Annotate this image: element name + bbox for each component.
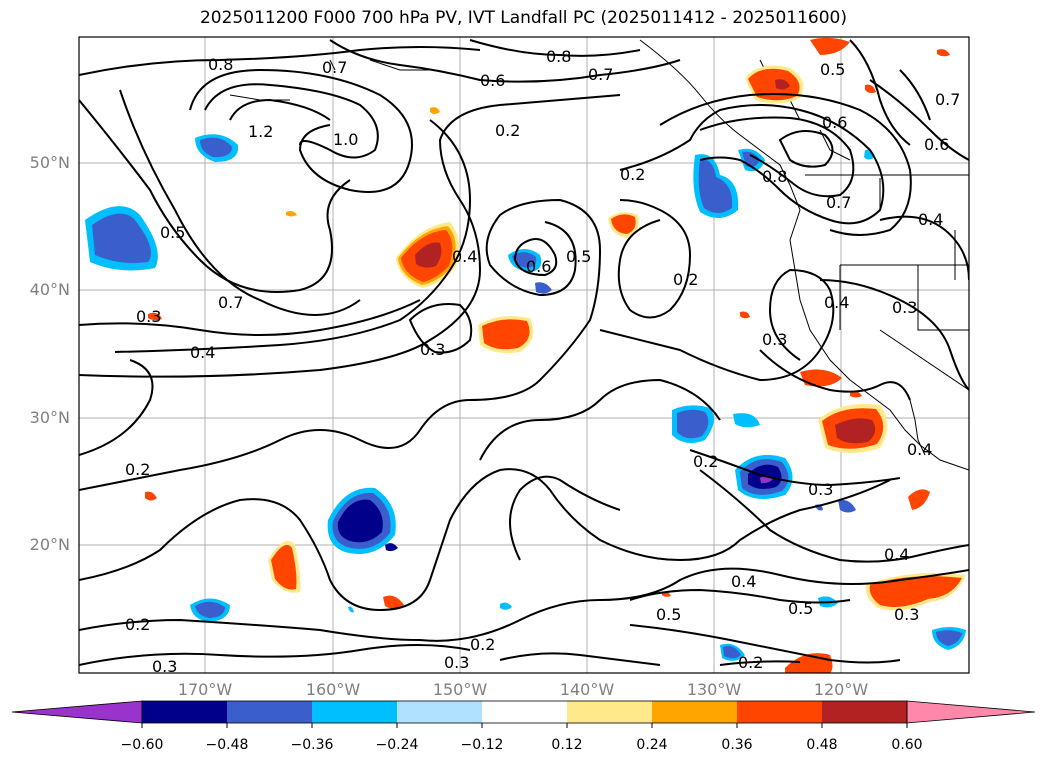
contour-label: 0.5 <box>788 599 813 618</box>
contour-label: 0.5 <box>656 605 681 624</box>
contour-label: 0.4 <box>907 440 932 459</box>
contour-label: 0.7 <box>218 293 243 312</box>
colorbar-extend-high <box>906 700 1036 724</box>
pv-contours <box>79 39 969 666</box>
contour-label: 0.6 <box>526 257 551 276</box>
colorbar-segment <box>567 701 652 723</box>
contour-label: 0.7 <box>322 58 347 77</box>
map-frame <box>78 36 970 674</box>
negative-region <box>327 487 398 554</box>
contour-label: 0.8 <box>546 47 571 66</box>
contour-label: 0.2 <box>125 460 150 479</box>
contour-label: 0.2 <box>693 452 718 471</box>
colorbar-tick-label: −0.48 <box>205 737 249 753</box>
contour-label: 0.3 <box>894 605 919 624</box>
coastlines <box>229 39 969 471</box>
lat-label: 40°N <box>29 280 70 299</box>
contour-label: 0.8 <box>762 167 787 186</box>
colorbar <box>11 700 1036 728</box>
colorbar-tick-label: 0.36 <box>721 737 753 753</box>
contour-label: 0.3 <box>892 298 917 317</box>
colorbar-segment <box>652 701 737 723</box>
contour-label: 0.4 <box>884 545 909 564</box>
colorbar-tick-label: 0.48 <box>806 737 838 753</box>
contour-label: 0.3 <box>444 653 469 672</box>
contour-label: 0.7 <box>826 193 851 212</box>
lat-label: 50°N <box>29 153 70 172</box>
contour-label: 0.6 <box>822 113 847 132</box>
colorbar-segment <box>482 701 567 723</box>
positive-region <box>865 489 966 611</box>
lon-label: 130°W <box>686 680 742 699</box>
contour-label: 0.6 <box>924 135 949 154</box>
contour-label: 0.4 <box>731 572 756 591</box>
contour-label: 0.7 <box>935 90 960 109</box>
contour-label: 0.4 <box>190 343 215 362</box>
contour-label: 0.3 <box>136 307 161 326</box>
colorbar-frame <box>141 700 908 724</box>
lon-label: 120°W <box>813 680 869 699</box>
colorbar-segment <box>227 701 312 723</box>
contour-label-group: 0.8 0.7 1.2 1.0 0.5 0.3 0.7 0.4 0.8 0.7 … <box>125 47 960 676</box>
contour-label: 0.4 <box>452 247 477 266</box>
colorbar-segment <box>737 701 822 723</box>
contour-label: 0.3 <box>808 480 833 499</box>
colorbar-tick-label: 0.24 <box>636 737 668 753</box>
contour-label: 0.7 <box>588 65 613 84</box>
contour-label: 1.0 <box>333 130 358 149</box>
lon-label: 160°W <box>305 680 361 699</box>
anomaly-shading <box>85 37 966 673</box>
colorbar-tick-label: −0.24 <box>375 737 419 753</box>
contour-label: 0.5 <box>160 223 185 242</box>
negative-region <box>190 596 966 661</box>
colorbar-extend-low <box>11 700 143 724</box>
contour-label: 0.8 <box>208 55 233 74</box>
colorbar-tick-label: −0.60 <box>120 737 164 753</box>
negative-region <box>85 206 158 271</box>
lat-label: 20°N <box>29 535 70 554</box>
contour-label: 0.6 <box>480 71 505 90</box>
negative-region <box>693 148 875 219</box>
contour-label: 0.2 <box>620 165 645 184</box>
positive-region <box>396 222 459 288</box>
negative-region <box>195 134 239 162</box>
colorbar-tick-label: −0.12 <box>460 737 504 753</box>
lon-label: 150°W <box>432 680 488 699</box>
contour-label: 0.2 <box>673 270 698 289</box>
positive-region <box>148 107 639 321</box>
positive-region <box>800 369 888 453</box>
contour-label: 0.2 <box>738 653 763 672</box>
positive-region <box>478 316 534 354</box>
colorbar-segment <box>312 701 397 723</box>
contour-label: 0.5 <box>820 60 845 79</box>
colorbar-tick-label: 0.60 <box>891 737 923 753</box>
contour-label: 0.3 <box>152 657 177 676</box>
contour-label: 0.3 <box>762 330 787 349</box>
contour-label: 0.5 <box>566 247 591 266</box>
colorbar-segment <box>397 701 482 723</box>
colorbar-tick-label: 0.12 <box>551 737 583 753</box>
negative-region <box>672 405 760 444</box>
lon-label: 140°W <box>559 680 615 699</box>
lon-label: 170°W <box>177 680 233 699</box>
map-title: 2025011200 F000 700 hPa PV, IVT Landfall… <box>199 8 847 28</box>
contour-label: 0.4 <box>918 210 943 229</box>
contour-label: 0.3 <box>420 340 445 359</box>
lat-label: 30°N <box>29 408 70 427</box>
contour-label: 0.4 <box>824 293 849 312</box>
contour-label: 0.2 <box>495 121 520 140</box>
colorbar-segment <box>142 701 227 723</box>
contour-label: 0.2 <box>470 635 495 654</box>
contour-label: 0.2 <box>125 615 150 634</box>
colorbar-segment <box>822 701 907 723</box>
colorbar-tick-label: −0.36 <box>290 737 334 753</box>
contour-label: 1.2 <box>248 122 273 141</box>
